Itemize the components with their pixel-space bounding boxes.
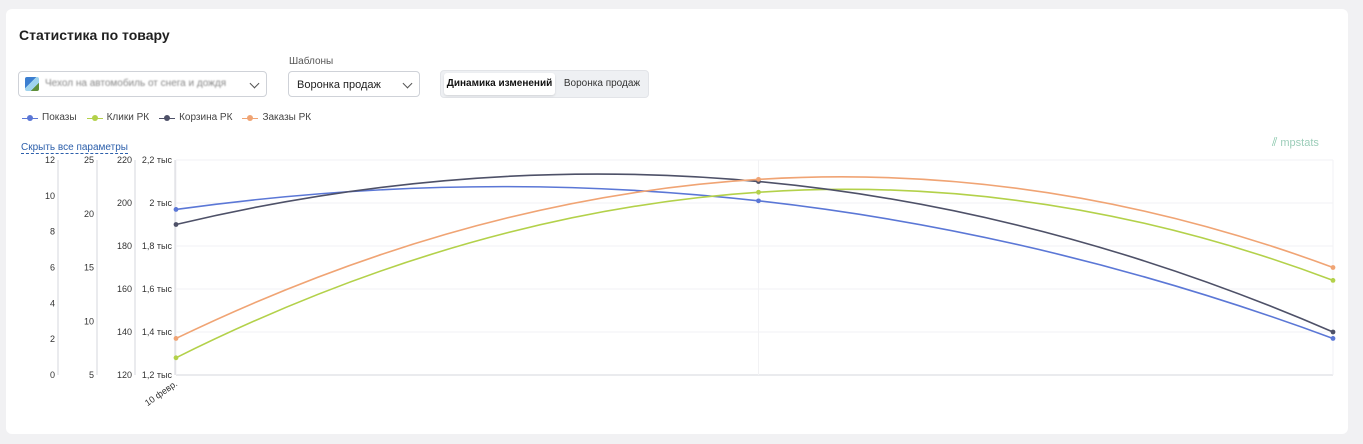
y-tick-label: 25 (84, 155, 94, 165)
legend-item-clicks[interactable]: Клики РК (86, 112, 150, 123)
y-tick-label: 2,2 тыс (142, 155, 173, 165)
tab-sales-funnel[interactable]: Воронка продаж (563, 78, 641, 89)
data-point (1330, 265, 1336, 270)
legend-marker-icon (86, 113, 103, 123)
data-point (1330, 336, 1336, 341)
y-tick-label: 8 (50, 227, 55, 237)
brand-name: mpstats (1280, 136, 1319, 149)
data-point (173, 222, 179, 227)
y-tick-label: 1,8 тыс (142, 241, 173, 251)
y-tick-label: 1,4 тыс (142, 327, 173, 337)
legend-marker-icon (159, 113, 176, 123)
card-title: Статистика по товару (19, 27, 170, 43)
y-tick-label: 1,6 тыс (142, 284, 173, 294)
legend-marker-icon (242, 113, 259, 123)
product-select-value: Чехол на автомобиль от снега и дождя (45, 78, 227, 89)
mpstats-logo-icon: ⫽ (1272, 135, 1278, 149)
y-tick-label: 140 (117, 327, 132, 337)
y-tick-label: 120 (117, 370, 132, 380)
product-thumbnail (25, 77, 39, 91)
legend-label: Показы (42, 112, 77, 123)
data-point (756, 198, 761, 204)
templates-label: Шаблоны (289, 56, 334, 67)
y-tick-label: 6 (50, 263, 55, 273)
product-stats-card: Статистика по товару Чехол на автомобиль… (6, 9, 1348, 434)
legend-label: Заказы РК (262, 112, 312, 123)
data-point (173, 207, 179, 212)
y-tick-label: 180 (117, 241, 132, 251)
tab-dynamics[interactable]: Динамика изменений (444, 73, 555, 95)
legend-item-orders[interactable]: Заказы РК (242, 112, 311, 123)
legend-marker-icon (22, 113, 38, 123)
y-tick-label: 15 (84, 263, 94, 273)
y-tick-label: 1,2 тыс (142, 370, 173, 380)
chart-legend: Показы Клики РК Корзина РК Заказы РК (22, 112, 311, 123)
line-chart: 1210864202520151052202001801601401202,2 … (45, 155, 1336, 408)
legend-label: Корзина РК (179, 112, 233, 123)
series-line (175, 185, 1334, 340)
x-tick-label: 10 февр. (143, 378, 179, 408)
templates-select-value: Воронка продаж (297, 79, 381, 91)
brand-logo: ⫽ mpstats (1272, 135, 1319, 150)
y-tick-label: 2 (50, 334, 55, 344)
data-point (756, 189, 761, 195)
series-line (175, 173, 1334, 333)
hide-all-params-link[interactable]: Скрыть все параметры (21, 142, 128, 154)
data-point (1330, 278, 1336, 283)
legend-item-cart[interactable]: Корзина РК (159, 112, 232, 123)
y-tick-label: 4 (50, 298, 55, 308)
data-point (1330, 329, 1336, 335)
templates-select[interactable]: Воронка продаж (288, 71, 420, 97)
y-tick-label: 2 тыс (149, 198, 172, 208)
product-select[interactable]: Чехол на автомобиль от снега и дождя (18, 71, 267, 97)
legend-item-impressions[interactable]: Показы (22, 112, 77, 123)
y-tick-label: 5 (89, 370, 94, 380)
legend-label: Клики РК (106, 112, 150, 123)
y-tick-label: 12 (45, 155, 55, 165)
y-tick-label: 20 (84, 209, 94, 219)
y-tick-label: 200 (117, 198, 132, 208)
view-toggle: Динамика изменений Воронка продаж (440, 70, 649, 98)
data-point (173, 355, 179, 361)
data-point (756, 176, 761, 182)
y-tick-label: 0 (50, 370, 55, 380)
data-point (173, 336, 179, 341)
y-tick-label: 160 (117, 284, 132, 294)
y-tick-label: 220 (117, 155, 132, 165)
y-tick-label: 10 (84, 316, 94, 326)
y-tick-label: 10 (45, 191, 55, 201)
